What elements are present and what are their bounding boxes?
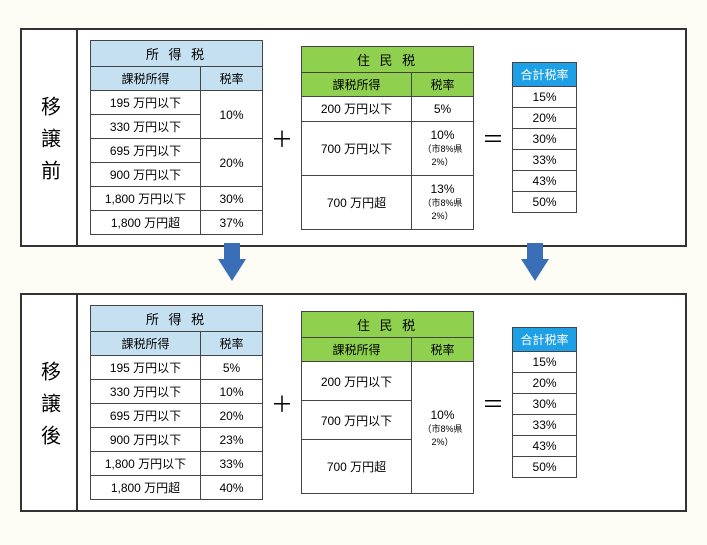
total-cell: 50% [513, 457, 577, 478]
bracket-cell: 1,800 万円以下 [91, 452, 201, 476]
total-cell: 50% [513, 192, 577, 213]
col-rate: 税率 [201, 332, 263, 356]
col-bracket: 課税所得 [302, 338, 412, 362]
rate-cell: 20% [201, 404, 263, 428]
total-cell: 30% [513, 129, 577, 150]
total-cell: 15% [513, 87, 577, 108]
total-cell: 20% [513, 373, 577, 394]
bracket-cell: 195 万円以下 [91, 91, 201, 115]
down-arrow-icon [521, 259, 549, 281]
rate-cell: 40% [201, 476, 263, 500]
total-cell: 33% [513, 415, 577, 436]
bracket-cell: 200 万円以下 [302, 96, 412, 121]
total-cell: 43% [513, 436, 577, 457]
arrow-row [20, 255, 687, 285]
plus-operator: ＋ [269, 122, 295, 154]
bracket-cell: 900 万円以下 [91, 428, 201, 452]
after-label: 移譲後 [20, 293, 78, 512]
after-total-table: 合計税率 15% 20% 30% 33% 43% 50% [512, 327, 577, 478]
equals-operator: ＝ [480, 387, 506, 419]
after-body: 所 得 税 課税所得 税率 195 万円以下5% 330 万円以下10% 695… [78, 295, 685, 510]
total-cell: 30% [513, 394, 577, 415]
before-body: 所 得 税 課税所得 税率 195 万円以下10% 330 万円以下 695 万… [78, 30, 685, 245]
rate-cell: 13%（市8%県2%） [412, 175, 474, 229]
before-label: 移譲前 [20, 28, 78, 247]
total-cell: 33% [513, 150, 577, 171]
down-arrow-icon [218, 259, 246, 281]
total-cell: 15% [513, 352, 577, 373]
total-cell: 43% [513, 171, 577, 192]
before-section: 移譲前 所 得 税 課税所得 税率 195 万円以下10% 330 万円以下 6… [20, 28, 687, 247]
rate-cell: 10% [201, 380, 263, 404]
rate-cell: 37% [201, 211, 263, 235]
resident-title: 住 民 税 [302, 312, 474, 338]
rate-cell: 30% [201, 187, 263, 211]
bracket-cell: 1,800 万円超 [91, 211, 201, 235]
col-rate: 税率 [412, 72, 474, 96]
bracket-cell: 1,800 万円以下 [91, 187, 201, 211]
col-bracket: 課税所得 [91, 67, 201, 91]
rate-cell: 10% [201, 91, 263, 139]
bracket-cell: 695 万円以下 [91, 139, 201, 163]
bracket-cell: 700 万円超 [302, 175, 412, 229]
after-section: 移譲後 所 得 税 課税所得 税率 195 万円以下5% 330 万円以下10%… [20, 293, 687, 512]
bracket-cell: 700 万円以下 [302, 401, 412, 440]
total-title: 合計税率 [513, 63, 577, 87]
col-bracket: 課税所得 [302, 72, 412, 96]
bracket-cell: 700 万円以下 [302, 121, 412, 175]
col-bracket: 課税所得 [91, 332, 201, 356]
before-total-table: 合計税率 15% 20% 30% 33% 43% 50% [512, 62, 577, 213]
col-rate: 税率 [201, 67, 263, 91]
resident-title: 住 民 税 [302, 46, 474, 72]
income-title: 所 得 税 [91, 41, 263, 67]
after-income-table: 所 得 税 課税所得 税率 195 万円以下5% 330 万円以下10% 695… [90, 305, 263, 500]
bracket-cell: 900 万円以下 [91, 163, 201, 187]
total-cell: 20% [513, 108, 577, 129]
before-resident-table: 住 民 税 課税所得 税率 200 万円以下5% 700 万円以下10%（市8%… [301, 46, 474, 230]
bracket-cell: 700 万円超 [302, 440, 412, 494]
rate-cell: 5% [412, 96, 474, 121]
rate-cell: 5% [201, 356, 263, 380]
col-rate: 税率 [412, 338, 474, 362]
plus-operator: ＋ [269, 387, 295, 419]
bracket-cell: 330 万円以下 [91, 115, 201, 139]
bracket-cell: 195 万円以下 [91, 356, 201, 380]
before-income-table: 所 得 税 課税所得 税率 195 万円以下10% 330 万円以下 695 万… [90, 40, 263, 235]
rate-cell: 10%（市8%県2%） [412, 362, 474, 494]
rate-cell: 23% [201, 428, 263, 452]
total-title: 合計税率 [513, 328, 577, 352]
after-resident-table: 住 民 税 課税所得 税率 200 万円以下10%（市8%県2%） 700 万円… [301, 311, 474, 494]
rate-cell: 20% [201, 139, 263, 187]
bracket-cell: 330 万円以下 [91, 380, 201, 404]
rate-cell: 33% [201, 452, 263, 476]
income-title: 所 得 税 [91, 306, 263, 332]
bracket-cell: 695 万円以下 [91, 404, 201, 428]
bracket-cell: 200 万円以下 [302, 362, 412, 401]
bracket-cell: 1,800 万円超 [91, 476, 201, 500]
equals-operator: ＝ [480, 122, 506, 154]
rate-cell: 10%（市8%県2%） [412, 121, 474, 175]
